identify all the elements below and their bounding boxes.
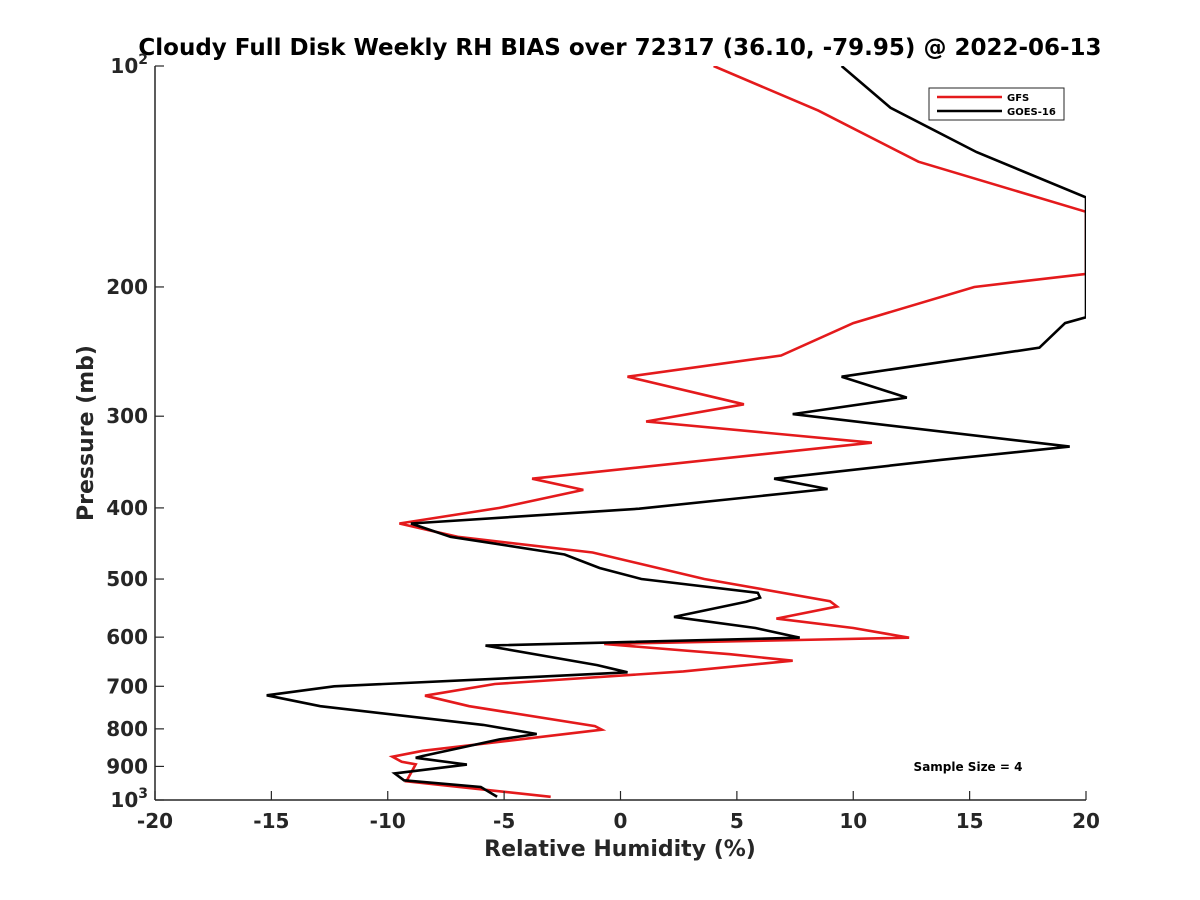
x-tick-label: 20 <box>1072 809 1100 833</box>
y-tick-label: 102 <box>110 52 148 78</box>
legend: GFS GOES-16 <box>928 87 1065 121</box>
y-tick-label: 500 <box>106 567 148 591</box>
sample-size-annotation: Sample Size = 4 <box>914 760 1023 774</box>
chart-title: Cloudy Full Disk Weekly RH BIAS over 723… <box>138 35 1101 61</box>
y-tick-label: 300 <box>106 404 148 428</box>
x-tick-label: 5 <box>730 809 744 833</box>
x-tick-label: 15 <box>956 809 984 833</box>
x-axis-label: Relative Humidity (%) <box>484 837 756 862</box>
x-tick-label: -10 <box>370 809 406 833</box>
series-line-goes-16 <box>266 66 1086 798</box>
y-ticks: 102 200 300 400 500 600 700 800 900 103 <box>106 52 164 812</box>
y-tick-label: 600 <box>106 625 148 649</box>
legend-label: GOES-16 <box>1007 107 1056 118</box>
series-layer <box>266 66 1086 799</box>
y-tick-label: 900 <box>106 754 148 778</box>
legend-label: GFS <box>1007 93 1029 104</box>
x-tick-label: -5 <box>493 809 515 833</box>
legend-items: GFS GOES-16 <box>937 93 1056 118</box>
y-tick-label: 200 <box>106 275 148 299</box>
y-axis-label: Pressure (mb) <box>74 345 99 521</box>
series-line-gfs <box>388 66 1086 799</box>
y-tick-label: 800 <box>106 717 148 741</box>
y-tick-label: 103 <box>110 786 148 812</box>
legend-box <box>928 87 1065 121</box>
x-tick-label: 0 <box>614 809 628 833</box>
x-tick-label: -20 <box>137 809 173 833</box>
x-ticks: -20 -15 -10 -5 0 5 10 15 20 <box>137 791 1100 833</box>
x-tick-label: -15 <box>253 809 289 833</box>
x-tick-label: 10 <box>839 809 867 833</box>
y-tick-label: 700 <box>106 674 148 698</box>
y-tick-label: 400 <box>106 496 148 520</box>
